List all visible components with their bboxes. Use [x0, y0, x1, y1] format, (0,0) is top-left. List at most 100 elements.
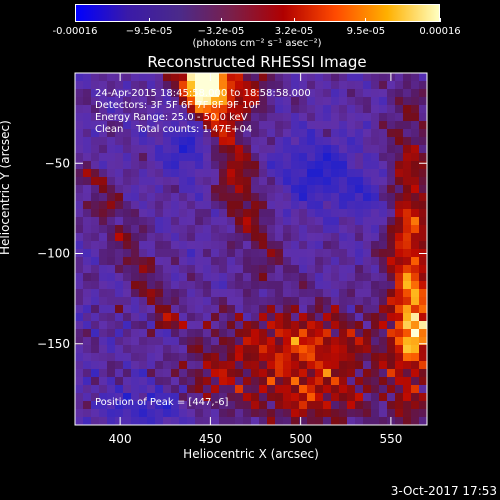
heatmap-cell [267, 105, 276, 114]
heatmap-cell [315, 353, 324, 362]
heatmap-cell [155, 393, 164, 402]
heatmap-cell [235, 193, 244, 202]
heatmap-cell [115, 393, 124, 402]
heatmap-cell [115, 193, 124, 202]
heatmap-cell [115, 281, 124, 290]
heatmap-cell [171, 401, 180, 410]
heatmap-cell [283, 97, 292, 106]
heatmap-cell [283, 121, 292, 130]
heatmap-cell [355, 265, 364, 274]
heatmap-cell [243, 393, 252, 402]
heatmap-cell [371, 209, 380, 218]
heatmap-cell [379, 369, 388, 378]
heatmap-cell [99, 233, 108, 242]
heatmap-cell [99, 121, 108, 130]
heatmap-cell [195, 153, 204, 162]
heatmap-cell [75, 273, 84, 282]
heatmap-cell [395, 273, 404, 282]
colorbar-tick [365, 18, 367, 22]
heatmap-cell [147, 81, 156, 90]
heatmap-cell [243, 329, 252, 338]
heatmap-cell [115, 273, 124, 282]
heatmap-cell [339, 161, 348, 170]
heatmap-cell [331, 145, 340, 154]
heatmap-cell [115, 249, 124, 258]
heatmap-cell [211, 185, 220, 194]
heatmap-cell [251, 177, 260, 186]
heatmap-cell [147, 217, 156, 226]
heatmap-cell [83, 289, 92, 298]
heatmap-cell [387, 105, 396, 114]
heatmap-cell [91, 409, 100, 418]
heatmap-cell [91, 185, 100, 194]
heatmap-cell [307, 361, 316, 370]
heatmap-cell [355, 377, 364, 386]
heatmap-cell [187, 353, 196, 362]
heatmap-cell [195, 257, 204, 266]
heatmap-cell [275, 137, 284, 146]
heatmap-cell [227, 217, 236, 226]
heatmap-cell [235, 385, 244, 394]
heatmap-cell [411, 97, 420, 106]
heatmap-cell [235, 97, 244, 106]
heatmap-cell [379, 305, 388, 314]
heatmap-cell [147, 201, 156, 210]
heatmap-cell [155, 401, 164, 410]
heatmap-cell [171, 313, 180, 322]
heatmap-cell [323, 313, 332, 322]
heatmap-cell [179, 145, 188, 154]
heatmap-cell [99, 393, 108, 402]
heatmap-cell [211, 169, 220, 178]
heatmap-cell [283, 217, 292, 226]
heatmap-cell [275, 73, 284, 82]
heatmap-cell [419, 201, 427, 210]
heatmap-cell [203, 153, 212, 162]
heatmap-cell [243, 201, 252, 210]
heatmap-cell [211, 81, 220, 90]
heatmap-cell [291, 249, 300, 258]
heatmap-cell [203, 369, 212, 378]
heatmap-cell [347, 265, 356, 274]
heatmap-cell [171, 249, 180, 258]
heatmap-cell [99, 345, 108, 354]
heatmap-cell [291, 289, 300, 298]
heatmap-cell [115, 137, 124, 146]
heatmap-cell [235, 177, 244, 186]
heatmap-cell [203, 289, 212, 298]
heatmap-cell [195, 377, 204, 386]
heatmap-cell [211, 89, 220, 98]
heatmap-cell [187, 241, 196, 250]
heatmap-cell [131, 217, 140, 226]
heatmap-cell [187, 361, 196, 370]
heatmap-cell [99, 81, 108, 90]
heatmap-cell [315, 273, 324, 282]
heatmap-cell [307, 241, 316, 250]
y-axis-label: Heliocentric Y (arcsec) [0, 120, 12, 255]
heatmap-cell [307, 401, 316, 410]
heatmap-cell [99, 89, 108, 98]
heatmap-cell [211, 161, 220, 170]
heatmap-cell [299, 401, 308, 410]
heatmap-cell [259, 305, 268, 314]
heatmap-cell [219, 369, 228, 378]
heatmap-cell [187, 393, 196, 402]
heatmap-cell [219, 97, 228, 106]
heatmap-cell [155, 265, 164, 274]
heatmap-cell [91, 177, 100, 186]
heatmap-cell [307, 177, 316, 186]
heatmap-cell [195, 193, 204, 202]
heatmap-cell [331, 337, 340, 346]
heatmap-cell [299, 417, 308, 425]
heatmap-cell [387, 393, 396, 402]
heatmap-cell [251, 89, 260, 98]
heatmap-cell [203, 321, 212, 330]
heatmap-cell [107, 209, 116, 218]
heatmap-cell [179, 369, 188, 378]
heatmap-cell [283, 89, 292, 98]
heatmap-cell [307, 409, 316, 418]
heatmap-cell [379, 297, 388, 306]
heatmap-cell [395, 409, 404, 418]
heatmap-cell [267, 113, 276, 122]
heatmap-cell [347, 321, 356, 330]
heatmap-cell [291, 329, 300, 338]
